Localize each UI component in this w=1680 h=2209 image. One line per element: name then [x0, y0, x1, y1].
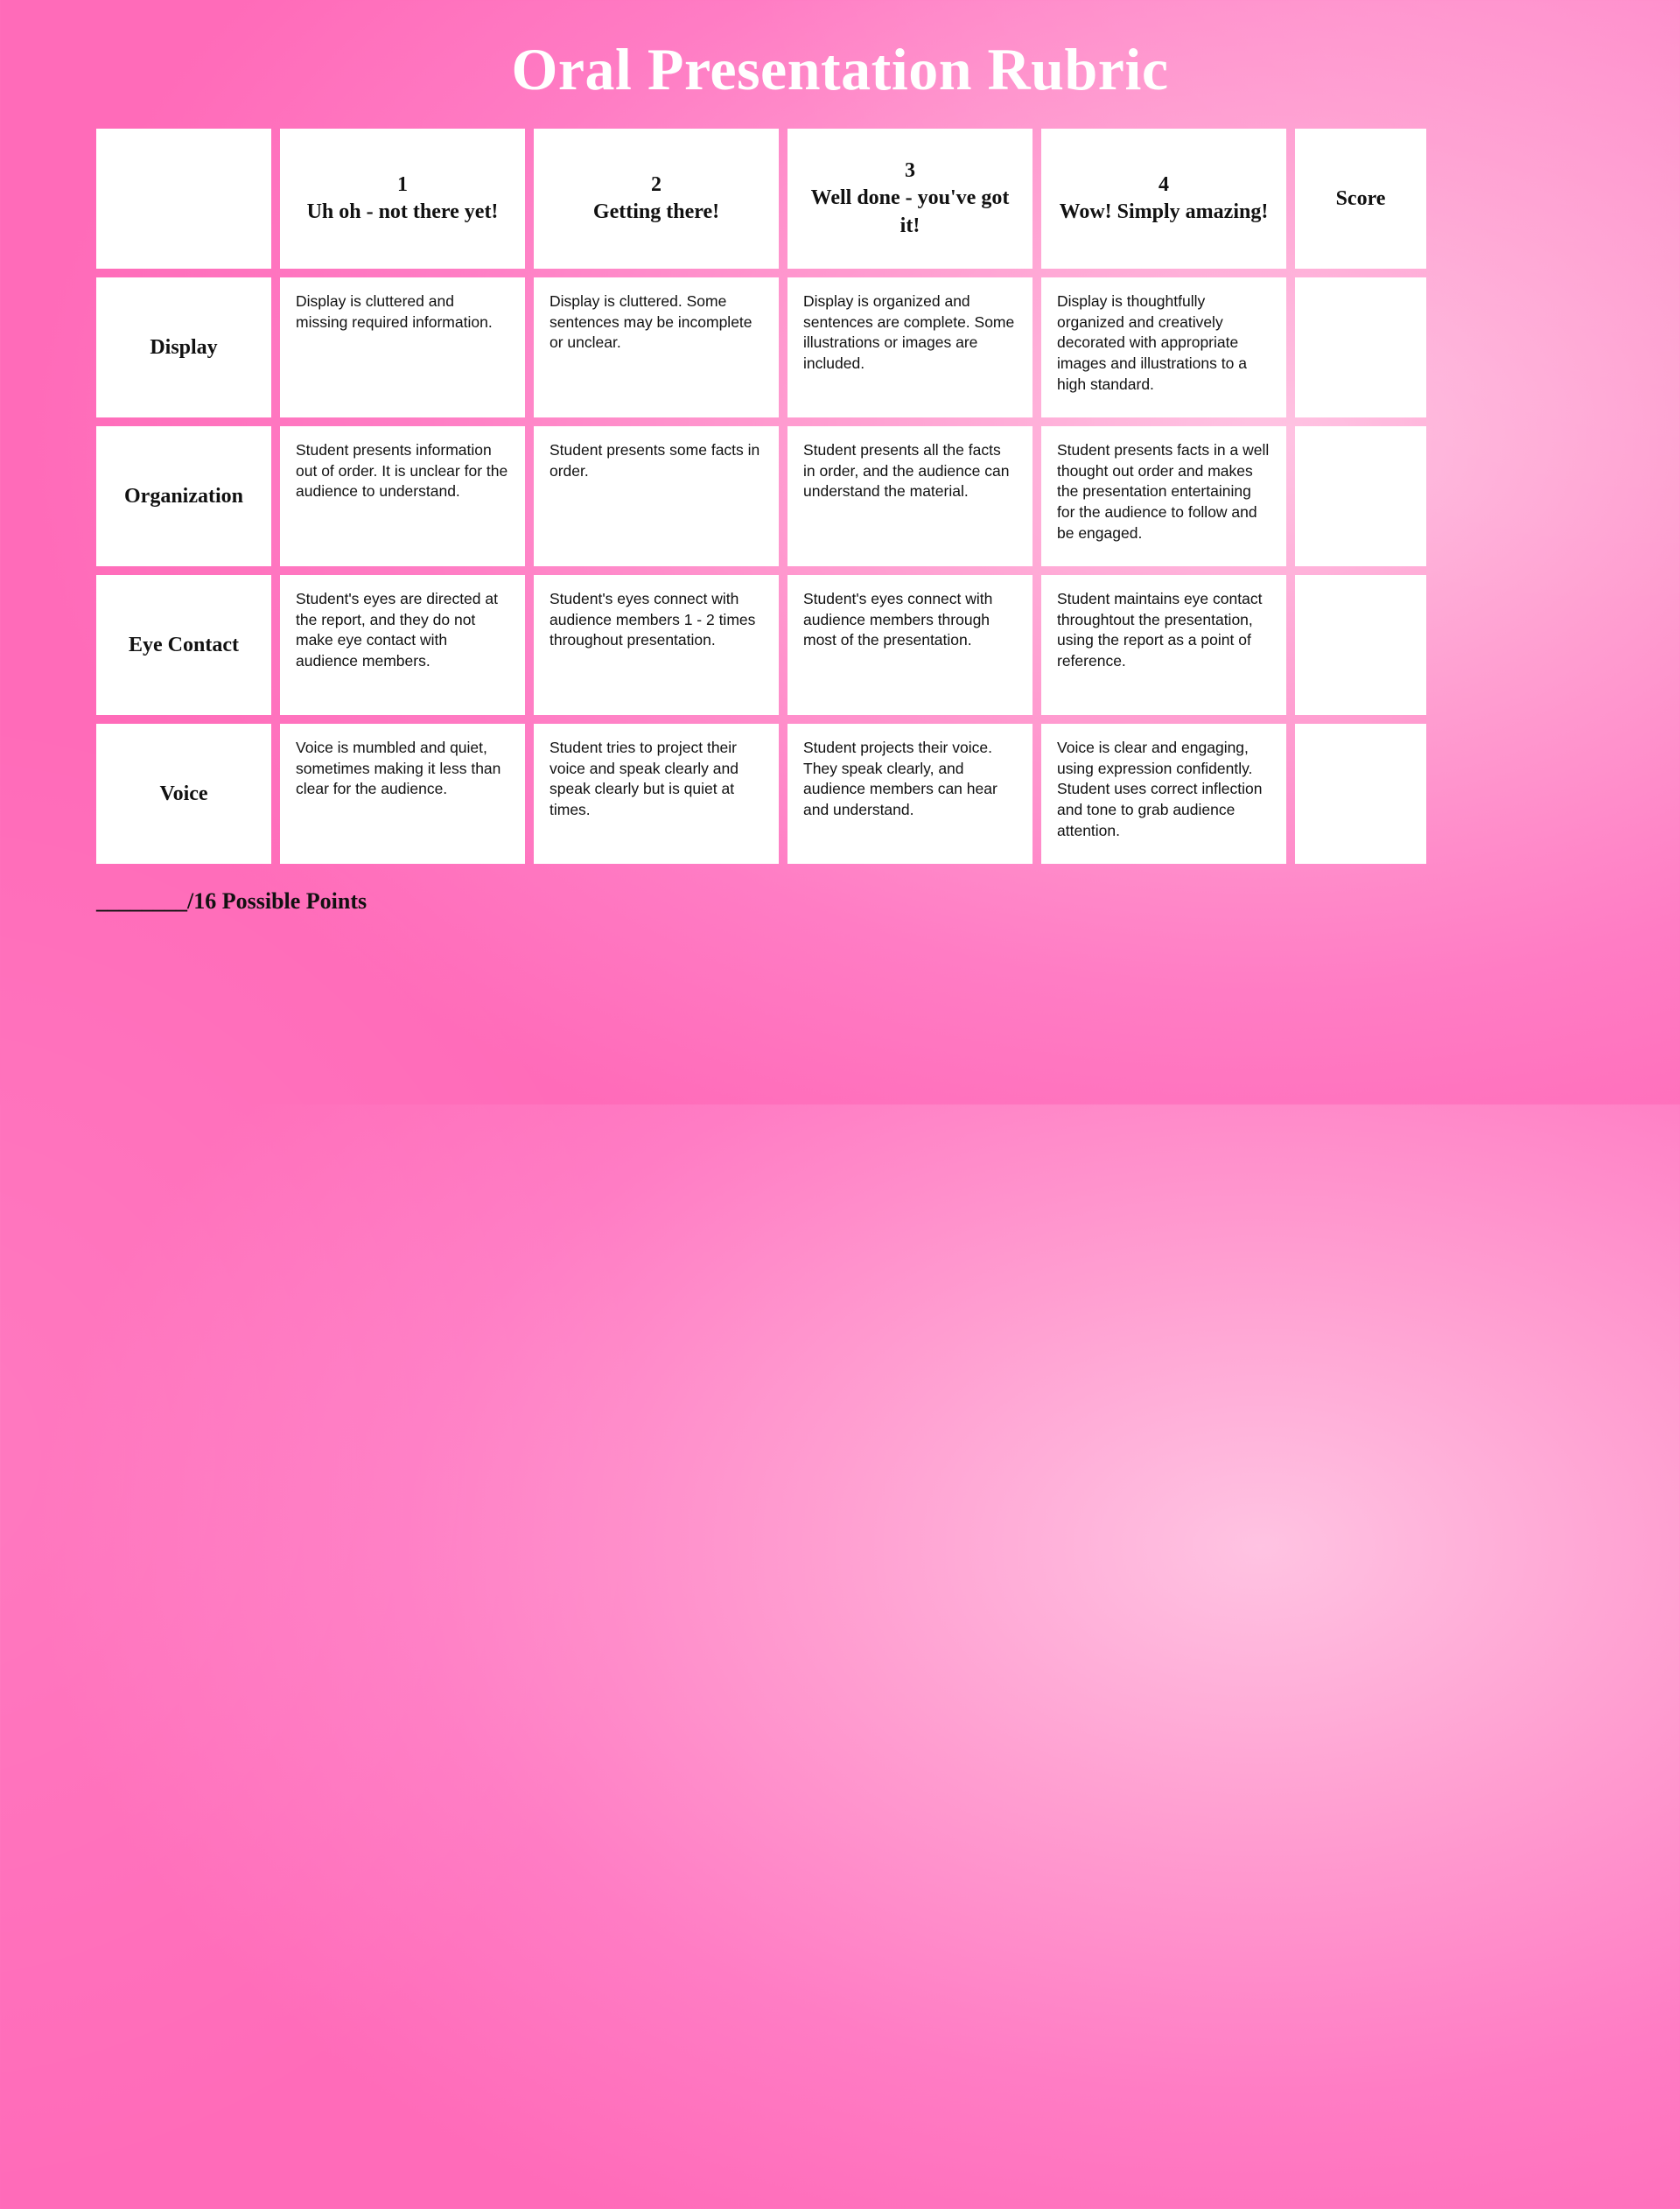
possible-points-footer: ________/16 Possible Points: [96, 888, 1584, 915]
column-header-label: Well done - you've got it!: [803, 185, 1017, 239]
column-header-label: Uh oh - not there yet!: [307, 199, 499, 226]
score-cell[interactable]: [1295, 277, 1426, 417]
row-label-eye-contact: Eye Contact: [96, 575, 271, 715]
column-header-4: 4 Wow! Simply amazing!: [1041, 129, 1286, 269]
row-label-organization: Organization: [96, 426, 271, 566]
rubric-cell: Student presents facts in a well thought…: [1041, 426, 1286, 566]
rubric-cell: Display is thoughtfully organized and cr…: [1041, 277, 1286, 417]
rubric-cell: Student's eyes connect with audience mem…: [534, 575, 779, 715]
rubric-cell: Display is organized and sentences are c…: [788, 277, 1032, 417]
rubric-cell: Student tries to project their voice and…: [534, 724, 779, 864]
score-cell[interactable]: [1295, 426, 1426, 566]
row-label-display: Display: [96, 277, 271, 417]
blank-header-cell: [96, 129, 271, 269]
rubric-page: Oral Presentation Rubric 1 Uh oh - not t…: [0, 0, 1680, 950]
column-header-2: 2 Getting there!: [534, 129, 779, 269]
rubric-cell: Display is cluttered and missing require…: [280, 277, 525, 417]
row-label-voice: Voice: [96, 724, 271, 864]
column-header-label: Getting there!: [593, 199, 719, 226]
rubric-cell: Student projects their voice. They speak…: [788, 724, 1032, 864]
rubric-cell: Display is cluttered. Some sentences may…: [534, 277, 779, 417]
rubric-grid: 1 Uh oh - not there yet! 2 Getting there…: [96, 129, 1584, 864]
score-column-header: Score: [1295, 129, 1426, 269]
rubric-cell: Student presents information out of orde…: [280, 426, 525, 566]
score-cell[interactable]: [1295, 575, 1426, 715]
column-header-1: 1 Uh oh - not there yet!: [280, 129, 525, 269]
rubric-cell: Voice is clear and engaging, using expre…: [1041, 724, 1286, 864]
column-header-label: Wow! Simply amazing!: [1060, 199, 1269, 226]
column-header-number: 4: [1158, 172, 1169, 199]
rubric-cell: Student presents some facts in order.: [534, 426, 779, 566]
rubric-cell: Student maintains eye contact throughtou…: [1041, 575, 1286, 715]
rubric-cell: Student's eyes connect with audience mem…: [788, 575, 1032, 715]
column-header-number: 3: [905, 158, 915, 185]
column-header-number: 1: [397, 172, 408, 199]
column-header-number: 2: [651, 172, 662, 199]
score-cell[interactable]: [1295, 724, 1426, 864]
rubric-cell: Voice is mumbled and quiet, sometimes ma…: [280, 724, 525, 864]
rubric-cell: Student presents all the facts in order,…: [788, 426, 1032, 566]
page-title: Oral Presentation Rubric: [96, 35, 1584, 104]
rubric-cell: Student's eyes are directed at the repor…: [280, 575, 525, 715]
column-header-3: 3 Well done - you've got it!: [788, 129, 1032, 269]
